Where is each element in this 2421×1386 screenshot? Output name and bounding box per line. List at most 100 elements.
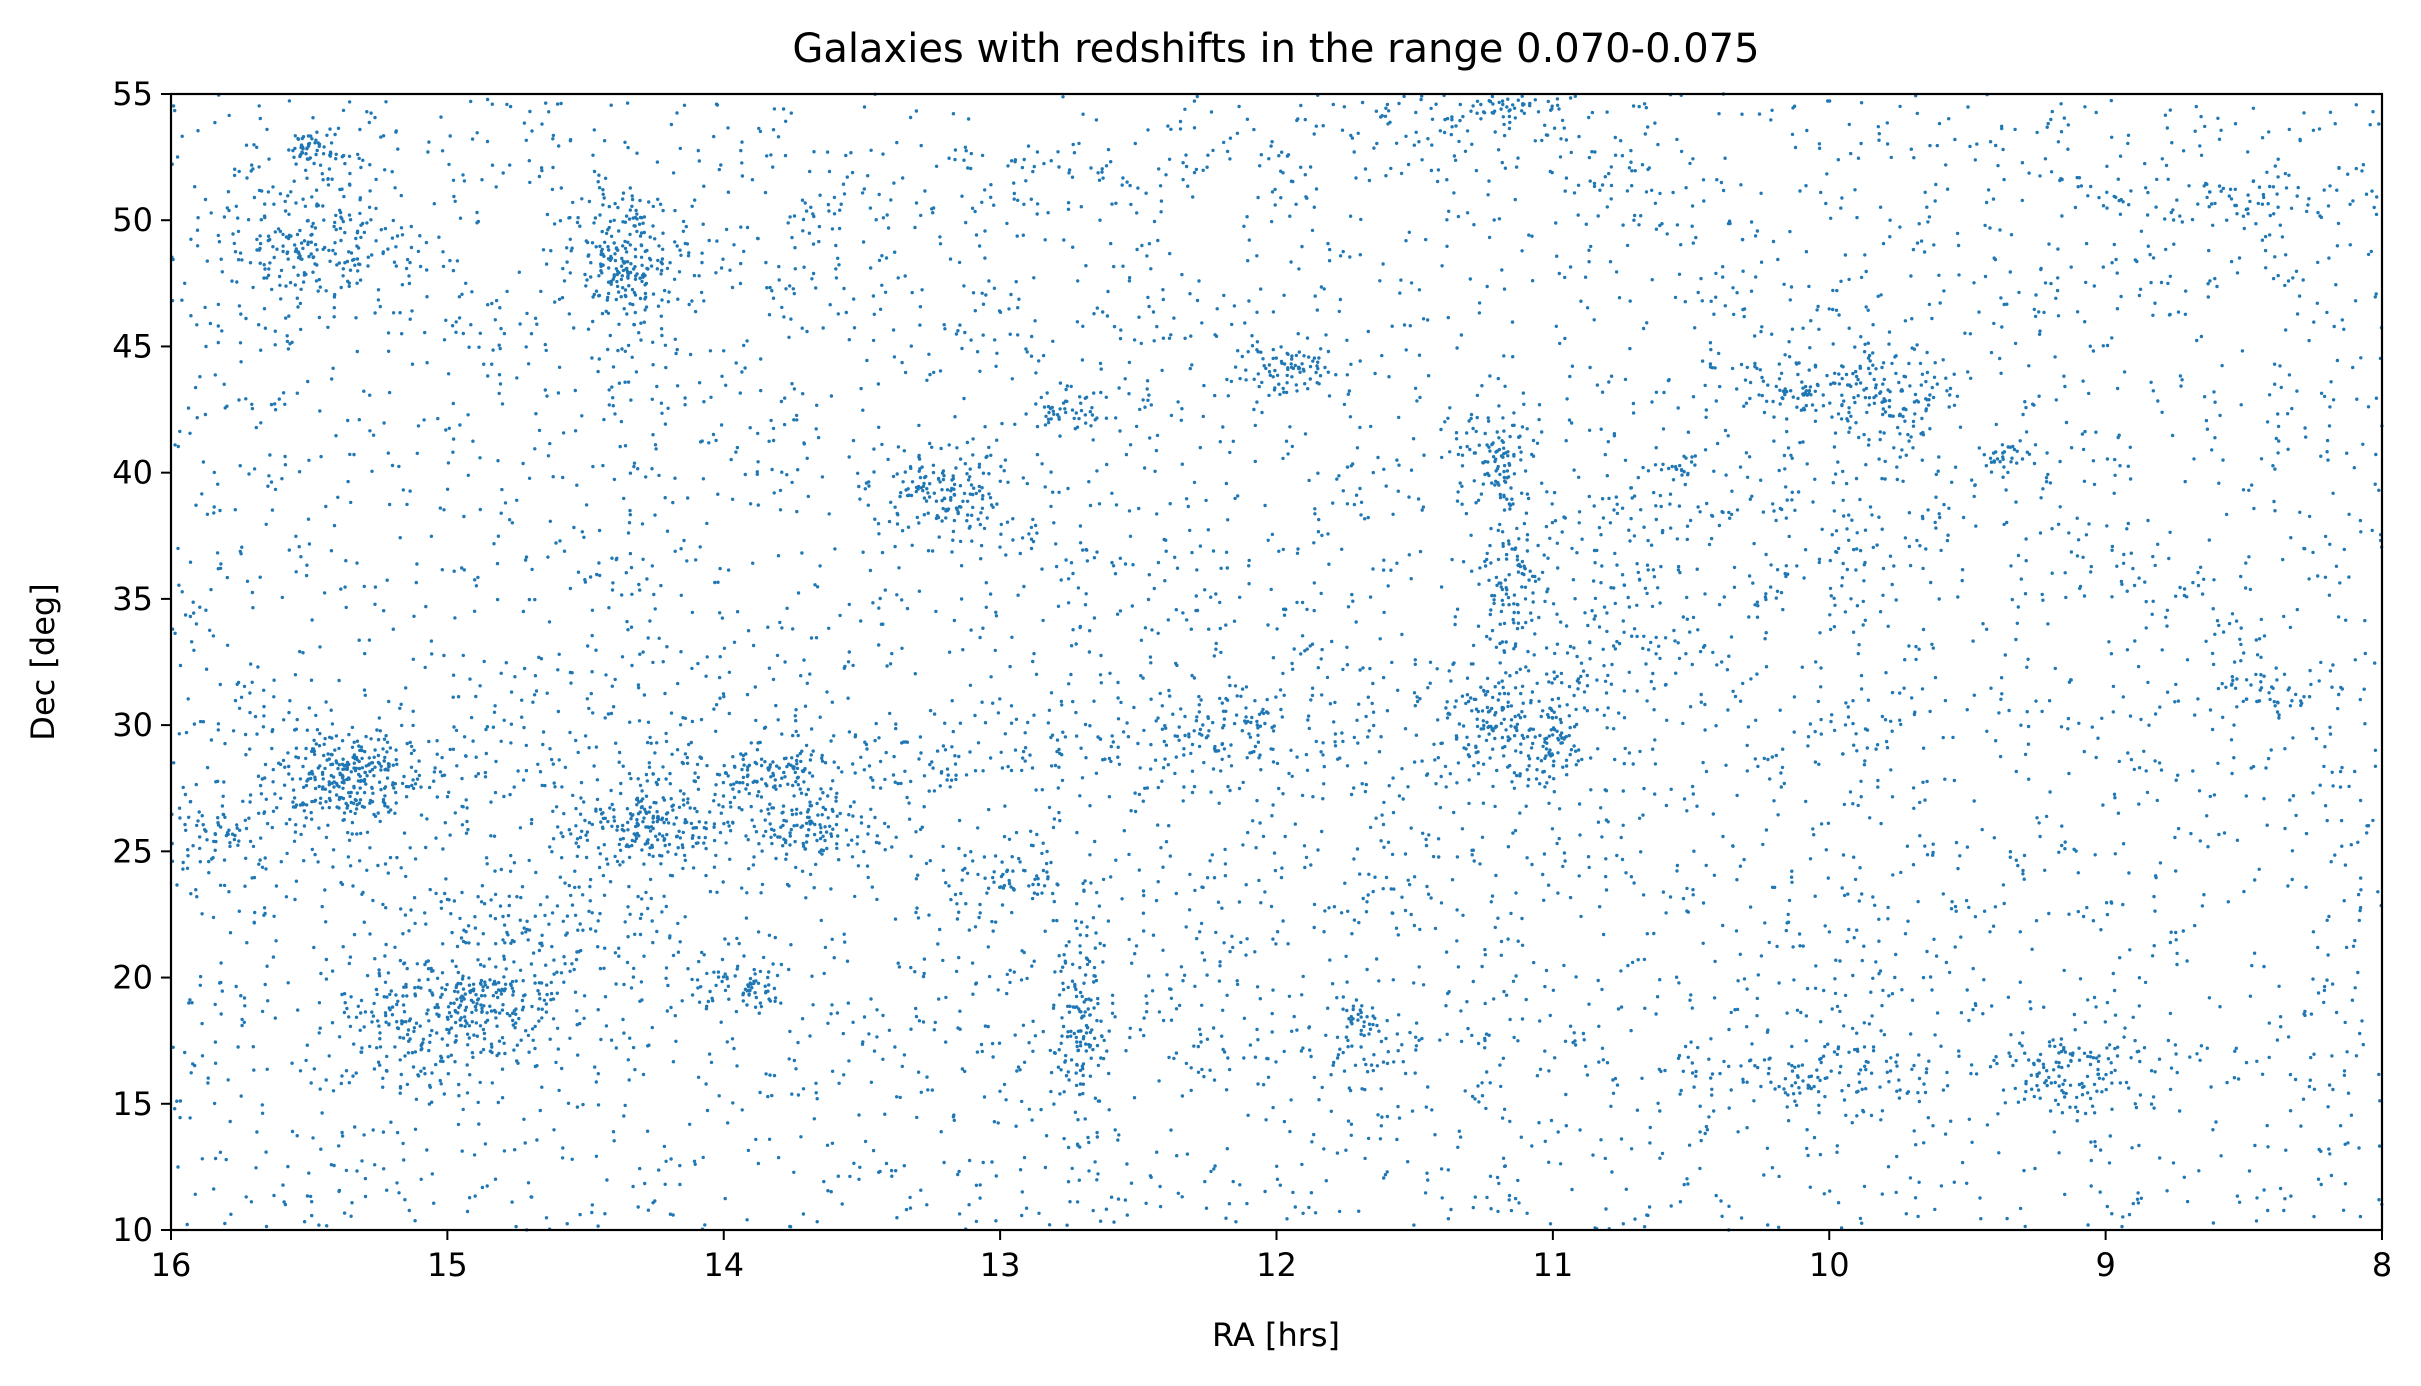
galaxy-point xyxy=(1175,734,1180,738)
galaxy-point xyxy=(1045,870,1049,874)
galaxy-point xyxy=(411,723,415,728)
galaxy-point xyxy=(302,859,306,863)
galaxy-point xyxy=(791,733,795,738)
galaxy-point xyxy=(979,557,983,561)
galaxy-point xyxy=(650,1025,654,1030)
galaxy-point xyxy=(1076,586,1081,590)
galaxy-point xyxy=(729,783,733,787)
galaxy-point xyxy=(907,801,911,805)
galaxy-point xyxy=(918,475,923,480)
galaxy-point xyxy=(598,213,602,217)
galaxy-point xyxy=(2013,1086,2018,1091)
galaxy-point xyxy=(1064,1053,1068,1058)
galaxy-point xyxy=(435,739,439,743)
galaxy-point xyxy=(1071,571,1075,576)
galaxy-point xyxy=(611,705,616,709)
galaxy-point xyxy=(1414,1035,1418,1039)
galaxy-point xyxy=(300,257,304,261)
galaxy-point xyxy=(507,894,511,898)
galaxy-point xyxy=(298,228,302,233)
galaxy-point xyxy=(721,975,726,979)
galaxy-point xyxy=(1465,693,1470,697)
galaxy-point xyxy=(977,915,981,920)
galaxy-point xyxy=(307,144,311,148)
galaxy-point xyxy=(788,843,792,847)
galaxy-point xyxy=(1167,688,1171,693)
galaxy-point xyxy=(1784,928,1789,933)
galaxy-point xyxy=(1809,393,1813,397)
galaxy-point xyxy=(674,816,679,820)
galaxy-point xyxy=(2257,867,2261,871)
galaxy-point xyxy=(1836,412,1841,416)
galaxy-point xyxy=(1171,712,1175,716)
galaxy-point xyxy=(287,764,291,769)
galaxy-point xyxy=(2064,1091,2068,1096)
galaxy-point xyxy=(1542,769,1547,774)
galaxy-point xyxy=(330,177,334,181)
galaxy-point xyxy=(1536,756,1540,760)
galaxy-point xyxy=(333,241,337,245)
galaxy-point xyxy=(939,446,943,451)
galaxy-point xyxy=(1862,432,1866,437)
galaxy-point xyxy=(641,557,645,561)
galaxy-point xyxy=(755,748,760,752)
galaxy-point xyxy=(2001,475,2005,479)
galaxy-point xyxy=(628,302,632,306)
galaxy-point xyxy=(1816,304,1820,309)
galaxy-point xyxy=(1853,1047,1857,1052)
galaxy-point xyxy=(1544,747,1549,751)
galaxy-point xyxy=(1948,386,1953,391)
galaxy-point xyxy=(649,264,654,268)
galaxy-point xyxy=(759,795,764,799)
galaxy-point xyxy=(445,1015,450,1019)
galaxy-point xyxy=(667,290,671,294)
galaxy-point xyxy=(1362,1024,1366,1029)
galaxy-point xyxy=(1504,671,1508,675)
galaxy-point xyxy=(1939,548,1943,553)
galaxy-point xyxy=(590,822,594,827)
galaxy-point xyxy=(549,980,553,985)
galaxy-point xyxy=(347,250,351,254)
galaxy-point xyxy=(1091,438,1095,442)
galaxy-point xyxy=(1877,515,1881,519)
galaxy-point xyxy=(1093,418,1097,422)
galaxy-point xyxy=(1945,1084,1950,1088)
galaxy-point xyxy=(1629,486,1634,490)
galaxy-point xyxy=(1695,567,1699,571)
galaxy-point xyxy=(620,347,624,351)
galaxy-point xyxy=(2364,192,2369,196)
galaxy-point xyxy=(1889,768,1893,772)
galaxy-point xyxy=(1879,1118,1883,1122)
galaxy-point xyxy=(349,809,353,814)
galaxy-point xyxy=(1496,481,1500,485)
galaxy-point xyxy=(189,314,193,318)
galaxy-point xyxy=(509,853,513,858)
galaxy-point xyxy=(1270,1011,1274,1016)
galaxy-point xyxy=(646,720,651,724)
galaxy-point xyxy=(310,799,314,804)
galaxy-point xyxy=(493,869,497,873)
galaxy-point xyxy=(236,843,240,847)
galaxy-point xyxy=(1622,630,1626,634)
galaxy-point xyxy=(681,830,685,835)
galaxy-point xyxy=(1868,371,1872,376)
galaxy-point xyxy=(621,286,625,290)
galaxy-point xyxy=(575,837,580,841)
galaxy-point xyxy=(804,792,808,797)
galaxy-point xyxy=(1791,395,1796,399)
galaxy-point xyxy=(1942,289,1946,293)
galaxy-point xyxy=(1494,575,1499,580)
galaxy-point xyxy=(786,782,790,786)
galaxy-point xyxy=(1345,502,1350,506)
galaxy-point xyxy=(1518,774,1522,778)
galaxy-point xyxy=(1152,219,1157,224)
galaxy-point xyxy=(1785,417,1789,421)
galaxy-point xyxy=(2211,607,2215,611)
galaxy-point xyxy=(1181,161,1185,165)
galaxy-point xyxy=(1396,688,1400,692)
galaxy-point xyxy=(999,532,1003,536)
galaxy-point xyxy=(1512,647,1516,651)
galaxy-point xyxy=(620,256,624,261)
galaxy-point xyxy=(1058,407,1062,411)
galaxy-point xyxy=(968,750,972,754)
